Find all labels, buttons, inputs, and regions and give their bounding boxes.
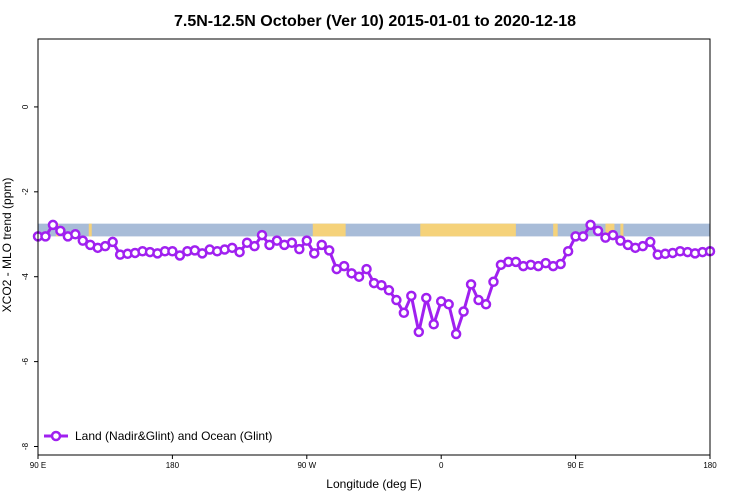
data-point (361, 263, 372, 275)
y-tick-label: 0 (21, 104, 30, 109)
data-point (40, 231, 51, 242)
land-segment (605, 223, 615, 237)
data-point (637, 240, 649, 252)
data-point (226, 242, 238, 254)
data-point (562, 245, 574, 257)
chart-title: 7.5N-12.5N October (Ver 10) 2015-01-01 t… (174, 13, 576, 30)
data-point (510, 256, 522, 268)
data-point (428, 319, 439, 330)
data-point (309, 248, 320, 259)
data-point (615, 235, 626, 246)
data-point (294, 243, 305, 255)
y-axis-label: XCO2 - MLO trend (ppm) (0, 178, 14, 313)
x-tick-label: 0 (439, 461, 444, 470)
data-point (174, 250, 186, 261)
data-point (488, 276, 499, 288)
x-axis: 90 E 180 90 W 0 90 E 180 (30, 455, 717, 470)
data-point (607, 229, 619, 241)
x-tick-label: 90 W (297, 461, 316, 470)
data-point (592, 225, 604, 237)
data-point (465, 279, 477, 290)
data-point (645, 236, 656, 248)
data-point (323, 245, 335, 256)
y-tick-label: -4 (21, 273, 30, 281)
data-point (391, 294, 402, 306)
data-point (443, 299, 454, 310)
y-tick-label: -2 (21, 188, 30, 196)
data-point (376, 279, 387, 291)
data-point (577, 231, 589, 242)
legend: Land (Nadir&Glint) and Ocean (Glint) (44, 429, 272, 443)
x-tick-label: 180 (703, 461, 717, 470)
data-point (555, 258, 566, 270)
data-point (256, 229, 268, 241)
data-point (271, 235, 283, 246)
legend-marker (50, 430, 62, 442)
data-point (77, 235, 89, 246)
data-point (458, 306, 469, 317)
land-segment (620, 223, 624, 237)
x-tick-label: 90 E (567, 461, 583, 470)
data-point (413, 326, 425, 338)
data-point (383, 285, 395, 296)
y-tick-label: -6 (21, 358, 30, 366)
series-layer (32, 219, 716, 340)
land-segment (88, 223, 92, 237)
data-point (301, 235, 313, 246)
data-point (264, 239, 275, 251)
data-point (70, 229, 81, 240)
x-tick-label: 180 (166, 461, 180, 470)
data-point (338, 260, 350, 272)
data-point (107, 236, 118, 248)
y-axis: 0 -2 -4 -6 -8 (21, 104, 38, 450)
data-point (421, 292, 432, 304)
data-point (450, 328, 462, 340)
data-point (99, 240, 111, 252)
data-point (234, 246, 245, 258)
land-ocean-band (38, 223, 710, 237)
x-tick-label: 90 E (30, 461, 46, 470)
data-point (249, 240, 260, 252)
data-point (353, 271, 365, 282)
legend-entry: Land (Nadir&Glint) and Ocean (Glint) (75, 429, 272, 443)
data-point (398, 307, 410, 319)
data-point (55, 225, 66, 237)
ocean-band (38, 223, 710, 237)
data-point (473, 294, 484, 306)
x-axis-label: Longitude (deg E) (326, 477, 421, 491)
data-point (47, 219, 59, 231)
data-point (585, 219, 596, 231)
land-segment (553, 223, 558, 237)
plot-frame (37, 38, 711, 456)
data-point (167, 245, 178, 257)
land-segment (312, 223, 346, 237)
data-point (316, 239, 327, 251)
land-segment (420, 223, 516, 237)
data-point (406, 290, 417, 302)
y-tick-label: -8 (21, 442, 30, 450)
data-point (286, 237, 298, 249)
data-point (480, 299, 492, 310)
